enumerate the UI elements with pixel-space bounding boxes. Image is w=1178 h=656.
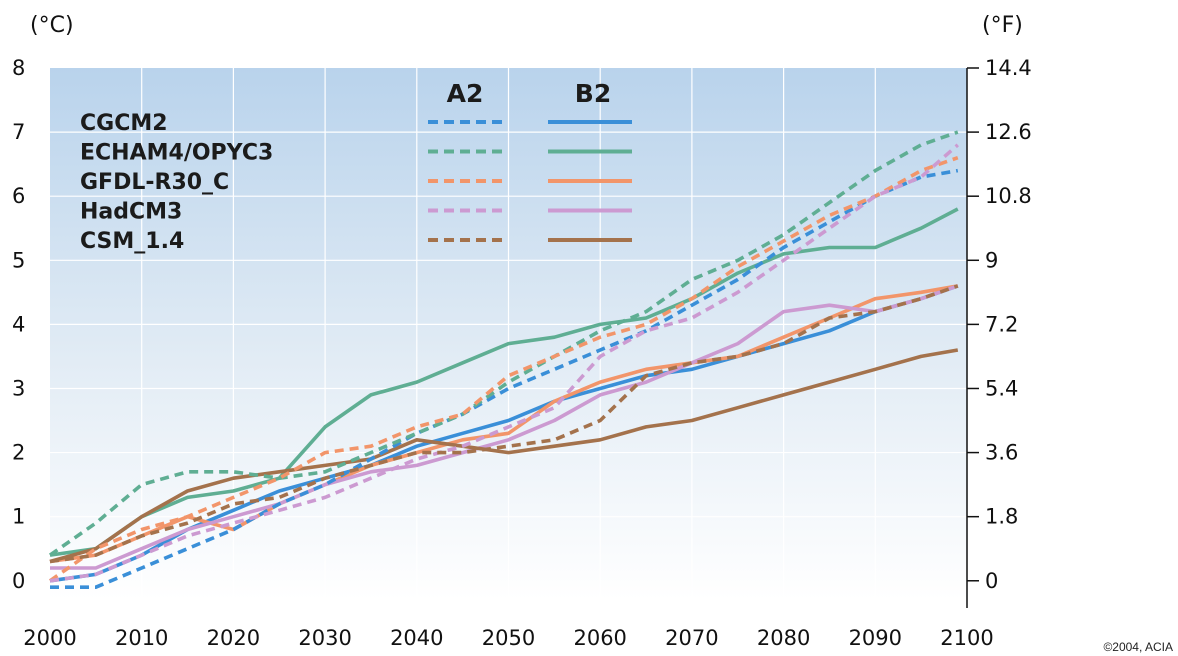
y-tick-label-right: 5.4 — [985, 376, 1018, 400]
series-line-hadcm3-b2 — [50, 284, 959, 570]
legend-header-a2: A2 — [447, 79, 484, 108]
series-line-echam4-opyc3-b2 — [49, 207, 959, 557]
y-tick-label-right: 14.4 — [985, 56, 1032, 80]
y-tick-label-right: 9 — [985, 248, 998, 272]
series-line-csm-1-4-b2 — [49, 348, 959, 564]
y-tick-label-left: 4 — [12, 312, 25, 336]
y-tick-label-left: 7 — [12, 120, 25, 144]
y-tick-label-left: 8 — [12, 56, 25, 80]
series-line-echam4-opyc3-a2 — [48, 130, 959, 557]
legend-label-hadcm3: HadCM3 — [80, 200, 182, 225]
legend-label-cgcm2: CGCM2 — [80, 111, 168, 136]
x-tick-label: 2010 — [115, 626, 168, 650]
x-tick-label: 2060 — [573, 626, 626, 650]
legend-label-csm-1-4: CSM_1.4 — [80, 229, 184, 254]
series-layer — [48, 130, 959, 589]
y-tick-label-right: 7.2 — [985, 312, 1018, 336]
x-tick-label: 2080 — [757, 626, 810, 650]
series-line-csm-1-4-a2 — [49, 284, 959, 564]
x-tick-label: 2070 — [665, 626, 718, 650]
copyright-notice: ©2004, ACIA — [1103, 640, 1173, 654]
legend-label-gfdl-r30-c: GFDL-R30_C — [80, 170, 229, 195]
legend-header-b2: B2 — [575, 79, 611, 108]
legend-label-echam4-opyc3: ECHAM4/OPYC3 — [80, 141, 273, 166]
series-line-gfdl-r30-c-a2 — [48, 156, 959, 583]
series-line-cgcm2-b2 — [49, 284, 959, 583]
y-tick-label-left: 3 — [12, 376, 25, 400]
y-tick-label-right: 0 — [985, 569, 998, 593]
x-tick-label: 2100 — [940, 626, 993, 650]
x-tick-label: 2090 — [849, 626, 902, 650]
y-tick-label-left: 2 — [12, 441, 25, 465]
y-tick-label-right: 1.8 — [985, 505, 1018, 529]
axes: 2000 2010 2020 2030 2040 2050 2060 2070 2080 2090… — [12, 56, 1032, 650]
y-tick-label-left: 5 — [12, 248, 25, 272]
y-tick-label-left: 0 — [12, 569, 25, 593]
y-tick-label-left: 6 — [12, 184, 25, 208]
y-tick-label-right: 3.6 — [985, 441, 1018, 465]
x-tick-label: 2040 — [390, 626, 443, 650]
x-tick-label: 2050 — [482, 626, 535, 650]
series-line-hadcm3-a2 — [49, 143, 959, 583]
y-tick-label-right: 10.8 — [985, 184, 1032, 208]
x-tick-label: 2030 — [298, 626, 351, 650]
series-line-gfdl-r30-c-b2 — [49, 284, 959, 564]
y-axis-label-right: (°F) — [982, 13, 1023, 38]
y-tick-label-right: 12.6 — [985, 120, 1032, 144]
x-tick-label: 2020 — [207, 626, 260, 650]
x-tick-label: 2000 — [23, 626, 76, 650]
y-axis-label-left: (°C) — [30, 13, 74, 38]
legend: A2 B2 CGCM2 ECHAM4/OPYC3 GFDL-R30_C HadCM3 CSM… — [80, 79, 632, 254]
y-tick-label-left: 1 — [12, 505, 25, 529]
